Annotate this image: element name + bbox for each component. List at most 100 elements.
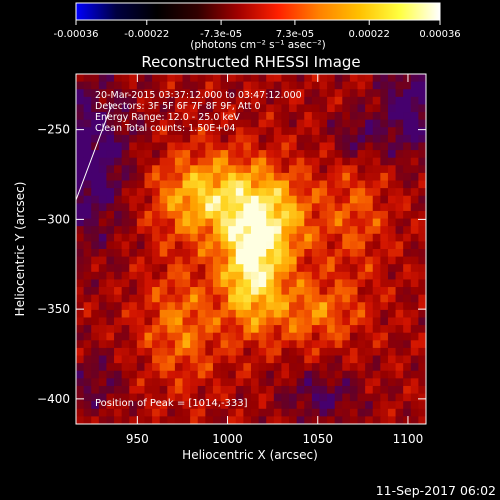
- heatmap-cell: [98, 294, 108, 303]
- heatmap-cell: [365, 210, 374, 220]
- heatmap-cell: [228, 233, 237, 242]
- heatmap-cell: [205, 142, 214, 151]
- heatmap-cell: [342, 401, 351, 410]
- heatmap-cell: [319, 408, 328, 417]
- heatmap-cell: [418, 378, 426, 387]
- heatmap-cell: [205, 294, 214, 303]
- heatmap-cell: [304, 127, 313, 136]
- heatmap-cell: [144, 408, 153, 417]
- heatmap-cell: [365, 226, 374, 235]
- heatmap-cell: [167, 180, 176, 189]
- heatmap-cell: [410, 332, 419, 341]
- heatmap-cell: [327, 150, 336, 159]
- heatmap-cell: [349, 188, 359, 197]
- heatmap-cell: [190, 112, 199, 121]
- heatmap-cell: [76, 188, 85, 197]
- heatmap-cell: [212, 302, 222, 311]
- heatmap-cell: [144, 142, 153, 151]
- heatmap-cell: [228, 271, 237, 281]
- heatmap-cell: [266, 416, 275, 424]
- heatmap-cell: [144, 264, 153, 273]
- heatmap-cell: [114, 340, 123, 349]
- heatmap-cell: [114, 408, 123, 417]
- heatmap-cell: [403, 104, 412, 113]
- heatmap-cell: [76, 408, 85, 417]
- heatmap-cell: [319, 302, 328, 311]
- heatmap-cell: [273, 127, 283, 136]
- heatmap-cell: [152, 408, 161, 417]
- heatmap-cell: [76, 218, 85, 227]
- heatmap-cell: [243, 309, 252, 319]
- heatmap-cell: [395, 309, 404, 319]
- heatmap-cell: [106, 340, 115, 349]
- heatmap-cell: [167, 264, 176, 273]
- heatmap-cell: [281, 340, 290, 349]
- heatmap-cell: [159, 385, 168, 395]
- heatmap-cell: [327, 188, 336, 197]
- heatmap-cell: [410, 81, 419, 90]
- heatmap-cell: [258, 347, 267, 357]
- heatmap-cell: [281, 355, 290, 364]
- heatmap-cell: [311, 89, 321, 98]
- heatmap-cell: [289, 302, 298, 311]
- heatmap-cell: [334, 332, 343, 341]
- heatmap-cell: [212, 157, 222, 166]
- heatmap-cell: [91, 294, 100, 303]
- heatmap-cell: [296, 271, 305, 281]
- heatmap-cell: [289, 340, 298, 349]
- heatmap-cell: [220, 408, 229, 417]
- heatmap-cell: [365, 309, 374, 319]
- heatmap-cell: [403, 347, 412, 357]
- heatmap-cell: [296, 81, 305, 90]
- heatmap-cell: [266, 226, 275, 235]
- heatmap-cell: [220, 188, 229, 197]
- heatmap-cell: [83, 89, 92, 98]
- annotation-energy: Energy Range: 12.0 - 25.0 keV: [95, 112, 240, 123]
- heatmap-cell: [334, 180, 343, 189]
- heatmap-cell: [327, 401, 336, 410]
- heatmap-cell: [327, 180, 336, 189]
- heatmap-cell: [235, 408, 244, 417]
- heatmap-cell: [357, 180, 366, 189]
- heatmap-cell: [182, 256, 191, 265]
- heatmap-cell: [228, 81, 237, 90]
- heatmap-cell: [327, 233, 336, 242]
- heatmap-cell: [182, 96, 191, 106]
- heatmap-cell: [410, 134, 419, 144]
- heatmap-cell: [205, 408, 214, 417]
- heatmap-cell: [243, 416, 252, 424]
- heatmap-cell: [152, 401, 161, 410]
- heatmap-cell: [167, 89, 176, 98]
- heatmap-cell: [403, 264, 412, 273]
- heatmap-cell: [372, 226, 381, 235]
- heatmap-cell: [220, 165, 229, 174]
- heatmap-cell: [220, 271, 229, 281]
- heatmap-cell: [83, 195, 92, 204]
- heatmap-cell: [349, 218, 359, 227]
- heatmap-cell: [129, 104, 138, 113]
- heatmap-cell: [129, 332, 138, 341]
- heatmap-cell: [144, 127, 153, 136]
- heatmap-cell: [418, 188, 426, 197]
- heatmap-cell: [289, 287, 298, 296]
- heatmap-cell: [220, 241, 229, 250]
- heatmap-cell: [281, 150, 290, 159]
- heatmap-cell: [304, 142, 313, 151]
- heatmap-cell: [106, 378, 115, 387]
- heatmap-cell: [273, 279, 283, 288]
- heatmap-cell: [372, 112, 381, 121]
- heatmap-cell: [334, 241, 343, 250]
- heatmap-cell: [197, 416, 206, 424]
- heatmap-cell: [243, 172, 252, 182]
- heatmap-cell: [281, 401, 290, 410]
- heatmap-cell: [205, 172, 214, 182]
- heatmap-cell: [152, 363, 161, 372]
- heatmap-cell: [281, 89, 290, 98]
- heatmap-cell: [91, 264, 100, 273]
- heatmap-cell: [174, 81, 184, 90]
- heatmap-cell: [372, 119, 381, 128]
- heatmap-cell: [372, 256, 381, 265]
- heatmap-cell: [289, 347, 298, 357]
- heatmap-cell: [98, 287, 108, 296]
- heatmap-cell: [235, 241, 244, 250]
